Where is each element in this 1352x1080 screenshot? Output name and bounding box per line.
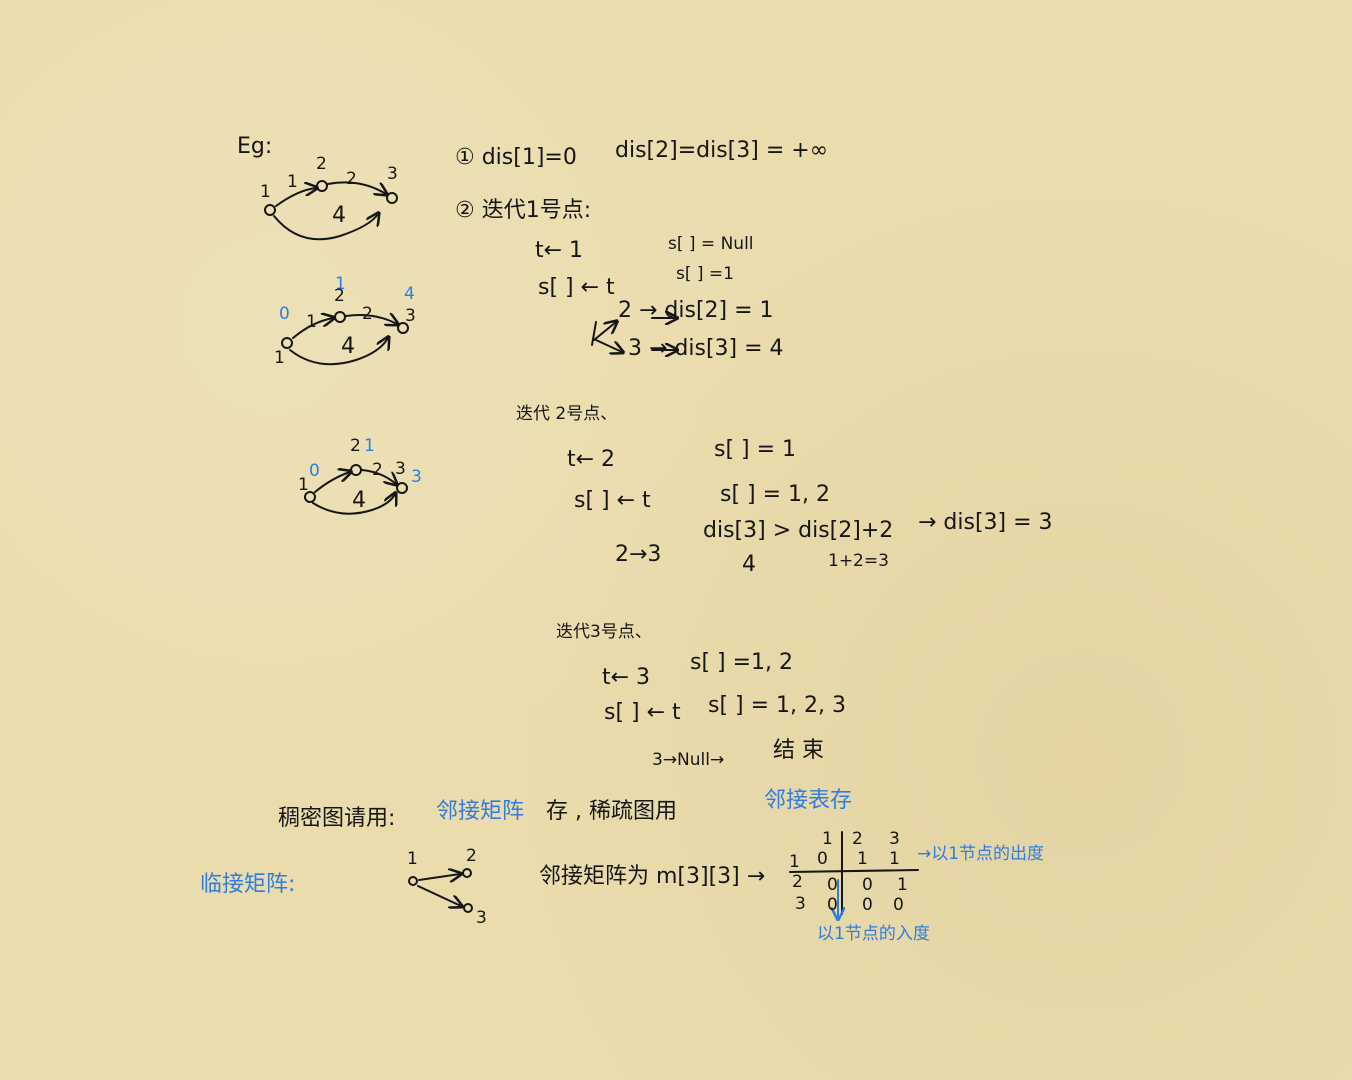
iter2-old-value: 4	[742, 552, 756, 577]
g2-dist-1: 1	[335, 274, 346, 294]
g2-dist-4: 4	[404, 284, 415, 304]
iter1-t: t← 1	[535, 238, 584, 263]
g3-dist-1: 1	[364, 436, 375, 456]
g3-node-2: 2	[350, 436, 361, 456]
matrix-cell-3-1: 0	[827, 895, 838, 915]
iter1-dis3: 3 → dis[3] = 4	[628, 336, 784, 361]
iter3-null: 3→Null→	[652, 750, 725, 770]
g2-weight-23: 2	[362, 304, 373, 324]
iter3-s-add: s[ ] ← t	[604, 700, 681, 725]
matrix-axes	[789, 831, 919, 918]
matrix-cell-1-3: 1	[889, 849, 900, 869]
iter2-heading: 迭代 2号点、	[516, 404, 618, 424]
g1-node-1: 1	[260, 182, 271, 202]
g2-weight-12: 1	[306, 312, 317, 332]
g3-weight-13: 4	[352, 488, 366, 513]
iter1-s-null: s[ ] = Null	[668, 234, 754, 254]
matrix-cell-3-3: 0	[893, 895, 904, 915]
adj-node-1: 1	[407, 849, 418, 869]
matrix-cell-1-1: 0	[817, 849, 828, 869]
step-2-heading: ② 迭代1号点:	[455, 198, 592, 223]
iter2-result: → dis[3] = 3	[918, 510, 1053, 535]
iter3-s-value: s[ ] = 1, 2, 3	[708, 693, 847, 718]
adj-node-3: 3	[476, 908, 487, 928]
matrix-description: 邻接矩阵为 m[3][3] →	[539, 864, 766, 889]
iter2-s-value: s[ ] = 1, 2	[720, 482, 831, 507]
iter1-s-add: s[ ] ← t	[538, 275, 615, 300]
matrix-row-1: 1	[789, 852, 800, 872]
adjacency-graph	[408, 869, 473, 913]
adjacency-matrix-term: 邻接矩阵	[436, 799, 525, 824]
g2-node-1: 1	[274, 348, 285, 368]
g3-weight-23: 2	[372, 460, 383, 480]
g1-node-2: 2	[316, 154, 327, 174]
iter1-dis2: 2 → dis[2] = 1	[618, 298, 774, 323]
g3-dist-0: 0	[309, 461, 320, 481]
matrix-cell-1-2: 1	[857, 849, 868, 869]
g1-weight-13: 4	[332, 203, 346, 228]
branch-arrows-1	[591, 318, 676, 352]
adjacency-matrix-label: 临接矩阵:	[200, 872, 296, 897]
g1-weight-23: 2	[346, 169, 357, 189]
matrix-row-3: 3	[795, 894, 806, 914]
graph-example-1	[264, 180, 398, 241]
g1-node-3: 3	[387, 164, 398, 184]
graph-example-3	[304, 464, 408, 515]
step-1-inf: dis[2]=dis[3] = +∞	[615, 138, 829, 163]
eg-label: Eg:	[237, 134, 273, 159]
iter2-s-add: s[ ] ← t	[574, 488, 651, 513]
g2-node-3: 3	[405, 306, 416, 326]
adj-node-2: 2	[466, 846, 477, 866]
matrix-col-1: 1	[822, 829, 833, 849]
iter2-t: t← 2	[567, 447, 616, 472]
iter3-end: 结 束	[773, 738, 824, 763]
g3-dist-3: 3	[411, 467, 422, 487]
matrix-row-2: 2	[792, 872, 803, 892]
g3-node-3: 3	[395, 459, 406, 479]
g1-weight-12: 1	[287, 172, 298, 192]
iter3-t: t← 3	[602, 665, 651, 690]
iter3-heading: 迭代3号点、	[556, 622, 652, 642]
matrix-cell-2-2: 0	[862, 875, 873, 895]
iter2-s: s[ ] = 1	[714, 437, 797, 462]
sparse-graph-note: 存 , 稀疏图用	[546, 799, 677, 824]
matrix-cell-2-1: 0	[827, 875, 838, 895]
adjacency-list-term: 邻接表存	[764, 788, 853, 813]
g3-node-1: 1	[298, 475, 309, 495]
iter3-s: s[ ] =1, 2	[690, 650, 794, 675]
g2-weight-13: 4	[341, 334, 355, 359]
out-degree-note: →以1节点的出度	[917, 844, 1045, 864]
g2-node-2: 2	[334, 286, 345, 306]
iter2-compare: dis[3] > dis[2]+2	[703, 518, 894, 543]
g2-dist-0: 0	[279, 304, 290, 324]
iter1-s-value: s[ ] =1	[676, 264, 734, 284]
dense-graph-note: 稠密图请用:	[278, 806, 396, 831]
matrix-col-3: 3	[889, 829, 900, 849]
iter2-new-value: 1+2=3	[828, 551, 889, 571]
in-degree-note: 以1节点的入度	[817, 924, 930, 944]
matrix-col-2: 2	[852, 829, 863, 849]
matrix-cell-3-2: 0	[862, 895, 873, 915]
matrix-cell-2-3: 1	[897, 875, 908, 895]
graph-example-2	[281, 311, 409, 366]
iter2-edge: 2→3	[615, 542, 662, 567]
step-1-init: ① dis[1]=0	[455, 145, 577, 170]
